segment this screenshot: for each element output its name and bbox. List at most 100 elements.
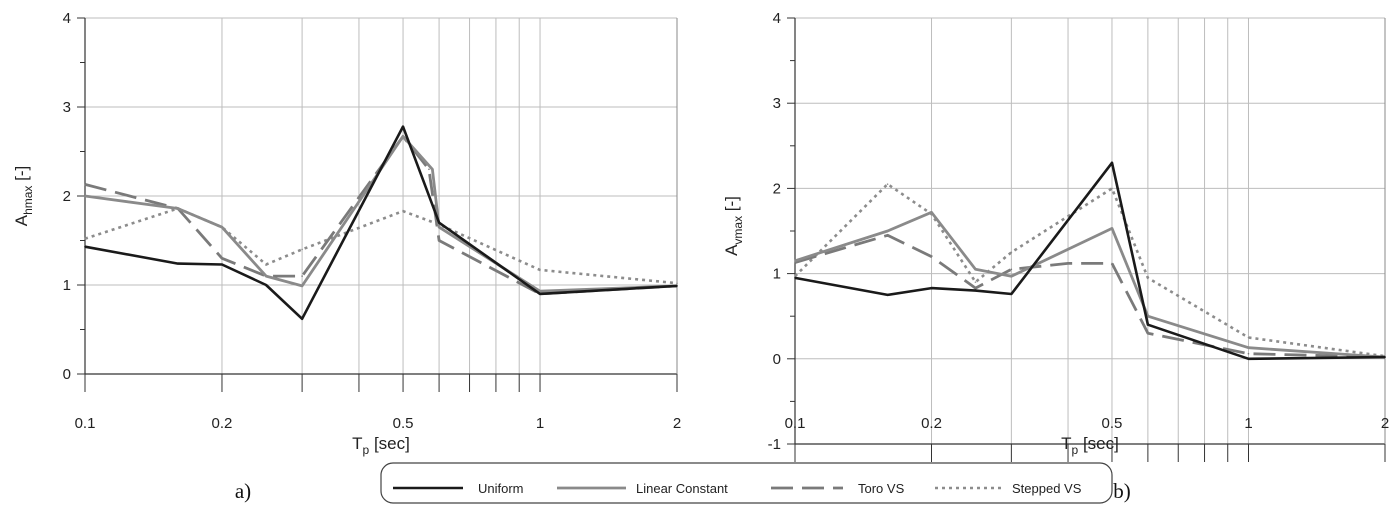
data-point [794,277,796,279]
data-point [221,263,223,266]
data-point [301,318,303,320]
legend-box [380,462,1113,504]
y-tick-label: 4 [63,10,71,27]
data-point [1010,251,1013,254]
y-axis-title: Ahmax [-] [12,166,35,227]
series-points-linear-constant [84,135,678,293]
x-tick-label: 0.5 [393,415,414,432]
data-point [84,237,86,240]
x-tick-label: 1 [536,415,544,432]
data-point [301,275,303,277]
x-tick-label: 2 [673,415,681,432]
data-point [431,168,434,171]
data-point [301,285,303,287]
data-point [974,289,977,292]
data-point [794,275,796,277]
data-point [886,183,889,185]
data-point [1147,332,1149,335]
x-tick-label: 2 [1381,415,1389,432]
y-tick-label: 0 [63,366,71,383]
data-point [1147,277,1149,279]
x-axis-title: Tp [sec] [352,434,410,457]
data-point [794,261,796,264]
data-point [1010,293,1013,295]
data-point [84,183,86,186]
data-point [221,257,223,260]
legend-label-toro-vs: Toro VS [858,481,905,496]
y-tick-label: 1 [773,266,781,283]
x-tick-label: 1 [1244,415,1252,432]
data-point [1384,356,1386,358]
data-point [177,262,179,265]
series-line-linear-constant [84,134,678,293]
data-point [974,287,977,289]
data-point [930,287,933,289]
data-point [1247,352,1250,355]
data-point [676,282,678,285]
legend-label-uniform: Uniform [478,481,524,496]
data-point [438,226,440,228]
data-point [1247,346,1250,349]
data-point [438,239,440,242]
data-point [1247,358,1250,360]
data-point [265,284,267,286]
data-point [177,207,179,210]
data-point [1010,268,1013,271]
series-points-stepped-vs [794,183,1386,358]
series-points-uniform [84,125,678,320]
data-point [930,255,933,258]
data-point [539,293,541,295]
data-point [84,245,86,248]
series-line-stepped-vs [84,207,678,285]
y-tick-label: 3 [63,99,71,116]
x-tick-label: 0.1 [75,415,96,432]
grid [794,17,1386,445]
series-points-toro-vs [794,234,1386,358]
y-tick-label: 2 [63,188,71,205]
data-point [1010,275,1013,277]
data-point [84,195,86,197]
series-line-stepped-vs [794,182,1386,358]
data-point [402,135,404,138]
data-point [1111,262,1113,265]
data-point [539,269,541,271]
data-point [886,230,889,232]
data-point [1247,336,1250,339]
series-line-linear-constant [794,210,1386,359]
series-line-uniform [794,161,1386,361]
y-tick-label: 4 [773,10,781,27]
chart-panel-b: -1 0 1 2 3 4 0.1 0.2 0.5 1 2 Tp [sec] Avmax [-] [722,10,1389,462]
x-tick-label: 0.2 [212,415,233,432]
panel-label-a: a) [235,479,251,503]
data-point [1111,187,1113,190]
legend-label-linear-constant: Linear Constant [636,481,728,496]
series-points-uniform [794,162,1386,360]
y-tick-label: 3 [773,95,781,112]
series-line-uniform [84,125,678,321]
data-point [265,275,267,277]
series-points-toro-vs [84,135,678,295]
data-point [974,268,977,271]
data-point [301,248,303,251]
legend-label-stepped-vs: Stepped VS [1012,481,1082,496]
data-point [402,210,404,212]
grid [84,17,678,375]
data-point [1067,262,1069,265]
data-point [794,260,796,262]
x-tick-label: 0.5 [1102,415,1123,432]
series-line-toro-vs [84,134,678,296]
series-points-stepped-vs [84,207,678,285]
y-tick-label: 1 [63,277,71,294]
panel-label-b: b) [1113,479,1131,503]
data-point [974,281,977,283]
data-point [221,226,223,228]
x-tick-label: 0.1 [785,415,806,432]
series-line-toro-vs [794,233,1386,359]
data-point [886,294,889,296]
data-point [1147,323,1149,326]
x-tick-label: 0.2 [921,415,942,432]
x-axis-title: Tp [sec] [1061,434,1119,457]
y-axis-title: Avmax [-] [722,196,745,256]
data-point [1111,162,1113,164]
